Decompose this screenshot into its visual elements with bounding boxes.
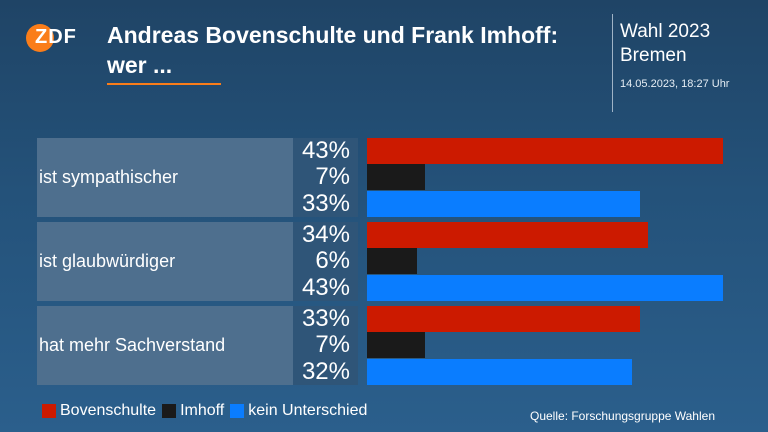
category-box: ist glaubwürdiger: [37, 222, 293, 301]
page-title: Andreas Bovenschulte und Frank Imhoff: w…: [107, 20, 607, 80]
bar: [367, 332, 425, 358]
category-label: hat mehr Sachverstand: [39, 335, 226, 355]
legend-label-imhoff: Imhoff: [180, 402, 225, 419]
data-label: 43%: [301, 274, 350, 301]
title-underline: [107, 83, 221, 85]
election-region: Bremen: [620, 45, 687, 66]
legend-swatch-imhoff: [162, 404, 177, 418]
bar: [367, 275, 723, 301]
election-name: Wahl 2023: [620, 21, 711, 42]
bar: [367, 306, 640, 332]
category-label: ist sympathischer: [39, 167, 179, 187]
title-line-1: Andreas Bovenschulte und Frank Imhoff:: [107, 22, 559, 48]
category-box: ist sympathischer: [37, 138, 293, 217]
data-label: 7%: [315, 163, 350, 190]
zdf-logo: ZDF: [26, 24, 82, 52]
percent-column: 33% 7% 32%: [293, 306, 358, 385]
data-label: 33%: [301, 305, 350, 332]
header-divider: [612, 14, 613, 112]
data-label: 32%: [301, 358, 350, 385]
legend-item-imhoff: Imhoff: [162, 402, 224, 420]
legend-label-bovenschulte: Bovenschulte: [60, 402, 157, 419]
category-label: ist glaubwürdiger: [39, 251, 176, 271]
bar: [367, 248, 417, 274]
percent-column: 43% 7% 33%: [293, 138, 358, 217]
title-line-2: wer ...: [107, 52, 173, 78]
data-label: 34%: [301, 221, 350, 248]
data-label: 7%: [315, 331, 350, 358]
legend-swatch-bovenschulte: [42, 404, 56, 418]
bar: [367, 359, 632, 385]
data-label: 6%: [315, 247, 350, 274]
source-note: Quelle: Forschungsgruppe Wahlen: [530, 409, 715, 423]
timestamp: 14.05.2023, 18:27 Uhr: [620, 78, 730, 90]
category-box: hat mehr Sachverstand: [37, 306, 293, 385]
bar: [367, 191, 640, 217]
logo-circle: [26, 24, 54, 52]
bar: [367, 164, 425, 190]
legend-label-kein-unterschied: kein Unterschied: [248, 402, 368, 419]
percent-column: 34% 6% 43%: [293, 222, 358, 301]
data-label: 33%: [301, 190, 350, 217]
legend-item-bovenschulte: Bovenschulte: [42, 402, 156, 420]
bar: [367, 138, 723, 164]
bar: [367, 222, 648, 248]
legend-swatch-kein-unterschied: [230, 404, 245, 418]
legend-item-kein-unterschied: kein Unterschied: [230, 402, 367, 420]
legend: Bovenschulte Imhoff kein Unterschied: [42, 402, 373, 420]
logo-text: ZDF: [35, 26, 77, 48]
data-label: 43%: [301, 137, 350, 164]
header-info: Wahl 2023 Bremen 14.05.2023, 18:27 Uhr: [620, 20, 729, 90]
